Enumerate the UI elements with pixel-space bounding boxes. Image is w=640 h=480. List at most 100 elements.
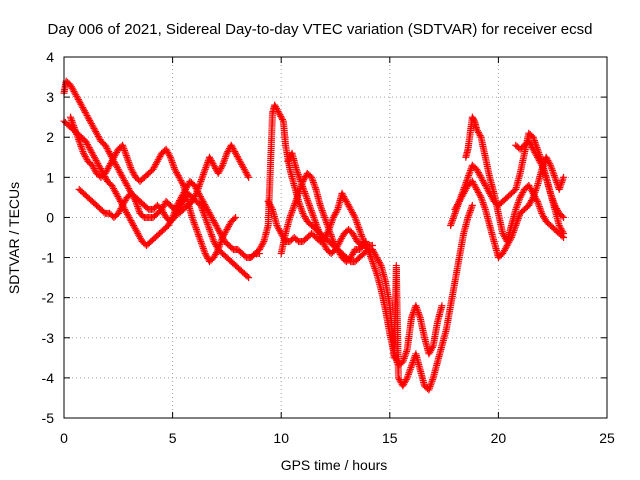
y-tick-label: -3 bbox=[42, 330, 55, 346]
chart-title: Day 006 of 2021, Sidereal Day-to-day VTE… bbox=[48, 21, 593, 38]
data-point bbox=[465, 172, 473, 180]
data-point bbox=[197, 177, 205, 185]
data-point bbox=[548, 166, 556, 174]
data-point bbox=[201, 248, 209, 256]
data-point bbox=[189, 215, 197, 223]
data-point bbox=[511, 225, 519, 233]
data-point bbox=[291, 198, 299, 206]
data-point bbox=[317, 234, 325, 242]
data-point bbox=[232, 213, 240, 221]
series-12 bbox=[512, 137, 568, 237]
data-point bbox=[392, 355, 400, 363]
data-point bbox=[70, 122, 78, 130]
data-point bbox=[309, 212, 317, 220]
data-point bbox=[217, 239, 225, 247]
data-point bbox=[458, 191, 466, 199]
y-tick-label: 1 bbox=[46, 169, 54, 185]
data-point bbox=[193, 188, 201, 196]
x-tick-label: 0 bbox=[60, 430, 68, 446]
data-point bbox=[305, 200, 313, 208]
data-point bbox=[528, 195, 536, 203]
data-point bbox=[466, 168, 474, 176]
data-point bbox=[447, 220, 455, 228]
data-point bbox=[208, 232, 216, 240]
data-point bbox=[294, 191, 302, 199]
data-point bbox=[534, 199, 542, 207]
data-point bbox=[300, 186, 308, 194]
data-point bbox=[560, 173, 568, 181]
data-point bbox=[321, 215, 329, 223]
data-point bbox=[200, 210, 208, 218]
data-point bbox=[67, 113, 75, 121]
data-point bbox=[290, 203, 298, 211]
data-point bbox=[316, 201, 324, 209]
data-point bbox=[350, 212, 358, 220]
data-point bbox=[538, 161, 546, 169]
data-point bbox=[77, 142, 85, 150]
data-point bbox=[408, 360, 416, 368]
data-point bbox=[530, 190, 538, 198]
data-point bbox=[299, 184, 307, 192]
data-point bbox=[195, 232, 203, 240]
data-point bbox=[329, 236, 337, 244]
data-point bbox=[457, 194, 465, 202]
data-point bbox=[218, 163, 226, 171]
y-tick-label: -5 bbox=[42, 410, 55, 426]
data-point bbox=[201, 213, 209, 221]
data-point bbox=[297, 177, 305, 185]
data-point bbox=[371, 264, 379, 272]
data-point bbox=[549, 168, 557, 176]
data-point bbox=[168, 157, 176, 165]
data-point bbox=[310, 215, 318, 223]
data-point bbox=[295, 172, 303, 180]
data-point bbox=[71, 125, 79, 133]
data-point bbox=[119, 141, 127, 149]
data-point bbox=[293, 193, 301, 201]
data-point bbox=[449, 215, 457, 223]
data-point bbox=[122, 150, 130, 158]
data-point bbox=[287, 212, 295, 220]
data-point bbox=[75, 137, 83, 145]
data-point bbox=[288, 208, 296, 216]
data-point bbox=[480, 200, 488, 208]
data-point bbox=[412, 303, 420, 311]
data-point bbox=[201, 212, 209, 220]
data-point bbox=[556, 184, 564, 192]
data-point bbox=[427, 379, 435, 387]
data-point bbox=[509, 228, 517, 236]
data-point bbox=[403, 348, 411, 356]
data-point bbox=[460, 185, 468, 193]
series-9 bbox=[462, 113, 568, 246]
data-point bbox=[201, 165, 209, 173]
data-point bbox=[245, 173, 253, 181]
data-point bbox=[560, 213, 568, 221]
data-point bbox=[190, 219, 198, 227]
data-point bbox=[293, 195, 301, 203]
data-point bbox=[514, 215, 522, 223]
series-4 bbox=[75, 141, 253, 221]
data-point bbox=[299, 183, 307, 191]
data-point bbox=[201, 167, 209, 175]
data-point bbox=[134, 204, 142, 212]
data-point bbox=[368, 258, 376, 266]
data-point bbox=[292, 165, 300, 173]
data-point bbox=[289, 205, 297, 213]
data-point bbox=[416, 312, 424, 320]
data-point bbox=[557, 180, 565, 188]
data-point bbox=[221, 154, 229, 162]
data-point bbox=[192, 191, 200, 199]
data-point bbox=[309, 177, 317, 185]
data-point bbox=[301, 189, 309, 197]
data-point bbox=[70, 123, 78, 131]
data-point bbox=[542, 172, 550, 180]
data-point bbox=[308, 208, 316, 216]
data-point bbox=[219, 160, 227, 168]
data-point bbox=[135, 206, 143, 214]
data-point bbox=[358, 232, 366, 240]
data-point bbox=[478, 195, 486, 203]
data-point bbox=[199, 244, 207, 252]
data-point bbox=[198, 241, 206, 249]
data-point bbox=[365, 247, 373, 255]
data-point bbox=[541, 170, 549, 178]
data-point bbox=[468, 201, 476, 209]
